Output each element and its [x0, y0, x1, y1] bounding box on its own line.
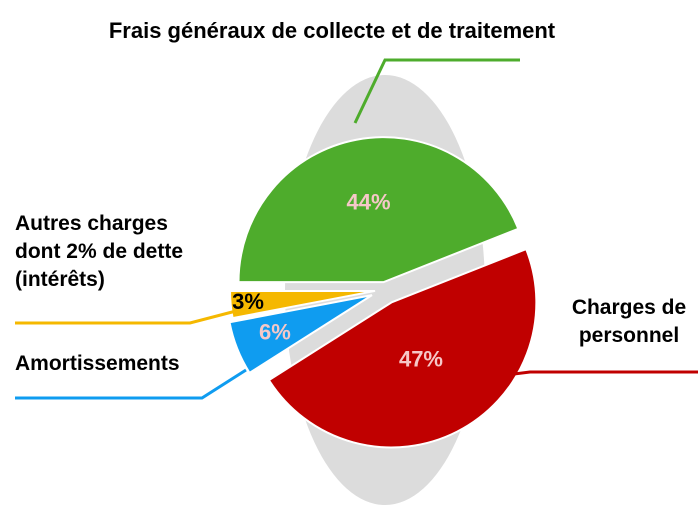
category-label: Charges de personnel — [571, 296, 687, 347]
category-label: Autres charges dont 2% de dette (intérêt… — [15, 212, 184, 291]
slice — [229, 289, 376, 320]
leader-line — [497, 370, 698, 378]
slice — [237, 136, 520, 284]
value-label: 44% — [347, 190, 391, 215]
slice — [228, 294, 373, 375]
value-label: 3% — [232, 289, 264, 314]
leader-line — [15, 368, 247, 400]
leader-line — [15, 309, 237, 325]
value-label: 47% — [399, 346, 443, 371]
slices — [228, 136, 538, 449]
category-label: Amortissements — [15, 352, 180, 375]
chart-title: Frais généraux de collecte et de traitem… — [109, 18, 556, 43]
leader-line — [353, 58, 520, 124]
value-label: 6% — [259, 319, 291, 344]
slice — [267, 247, 538, 449]
